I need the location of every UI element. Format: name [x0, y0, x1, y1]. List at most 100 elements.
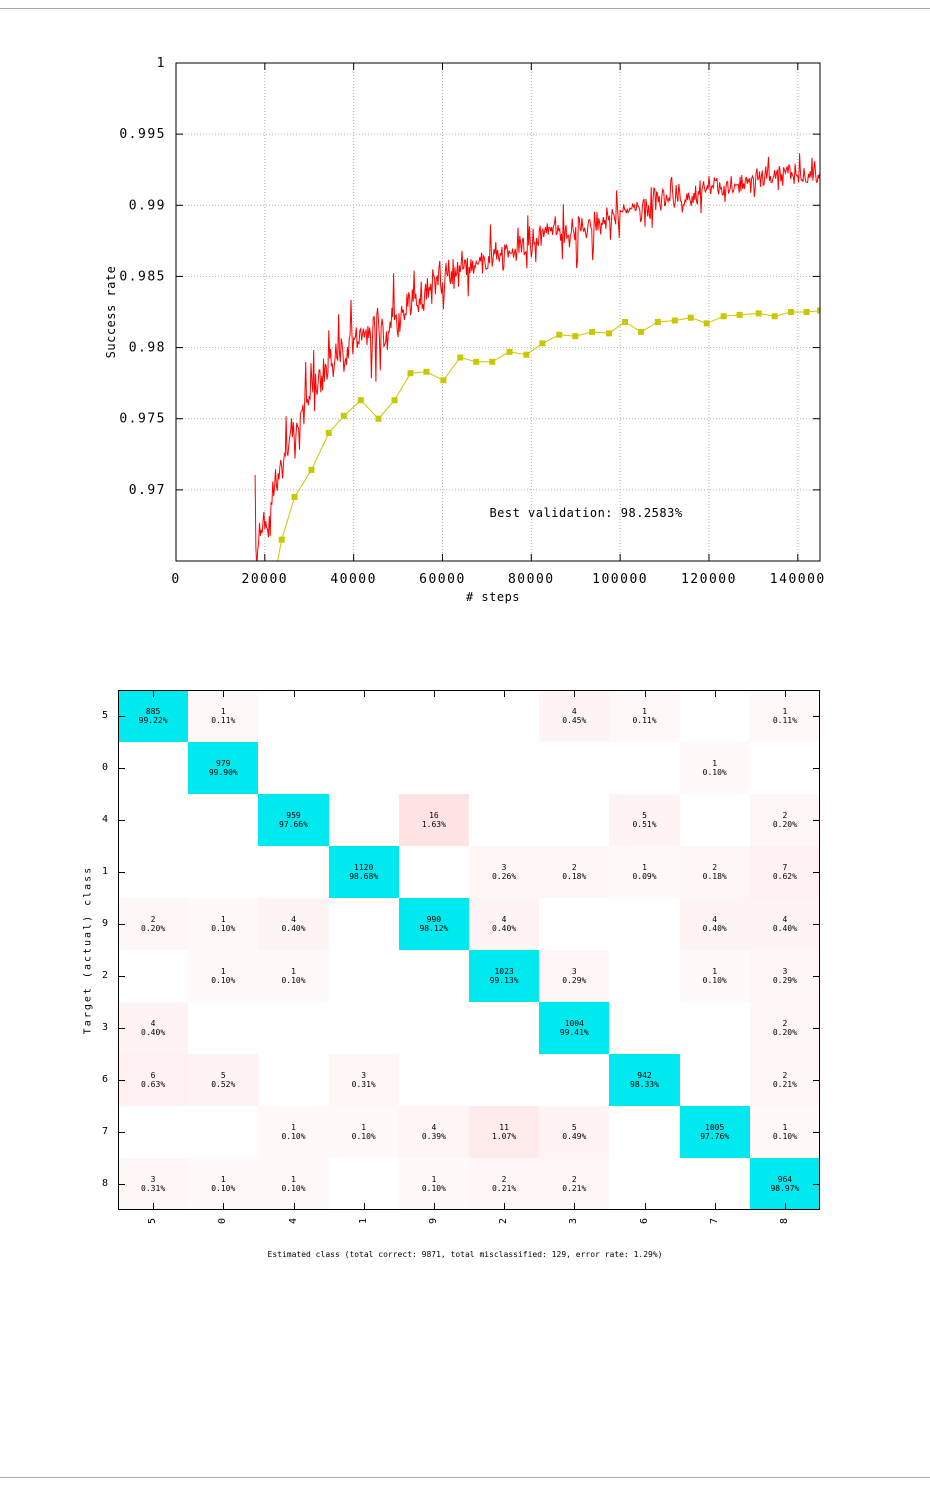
matrix-cell [118, 950, 189, 1002]
matrix-cell: 4 0.40% [258, 898, 329, 950]
validation-marker [589, 328, 596, 335]
validation-marker [671, 317, 678, 324]
cell-count: 1 [361, 1123, 367, 1132]
validation-marker [736, 311, 743, 318]
matrix-x-tick [644, 1203, 646, 1209]
matrix-cell: 3 0.26% [469, 846, 540, 898]
cell-percent: 0.26% [492, 872, 517, 881]
matrix-cell: 4 0.39% [398, 1106, 469, 1158]
matrix-cell [398, 1054, 469, 1106]
y-tick-label: 0.99 [129, 198, 166, 213]
validation-marker [357, 397, 364, 404]
matrix-col-label: 7 [708, 1217, 720, 1225]
matrix-row-label: 7 [101, 1126, 108, 1137]
cell-percent: 0.63% [141, 1080, 166, 1089]
matrix-cell: 1005 97.76% [679, 1106, 750, 1158]
cell-count: 1 [431, 1175, 437, 1184]
matrix-cell: 942 98.33% [609, 1054, 680, 1106]
matrix-cell: 990 98.12% [398, 898, 469, 950]
training-series-line [254, 153, 820, 561]
matrix-cell: 885 99.22% [118, 690, 189, 742]
y-axis-label: Success rate [104, 266, 118, 359]
cell-percent: 0.21% [772, 1080, 797, 1089]
cell-percent: 99.13% [489, 976, 519, 985]
cell-percent: 0.45% [562, 716, 587, 725]
cell-percent: 0.10% [281, 1184, 306, 1193]
matrix-x-tick-mirror [433, 691, 435, 697]
matrix-cell [258, 1054, 329, 1106]
matrix-x-tick-mirror [363, 691, 365, 697]
cell-count: 1 [712, 967, 718, 976]
cell-percent: 0.52% [211, 1080, 236, 1089]
cell-percent: 0.11% [772, 716, 797, 725]
cell-percent: 0.62% [772, 872, 797, 881]
cell-percent: 0.40% [281, 924, 306, 933]
matrix-x-tick [223, 1203, 225, 1209]
matrix-y-tick [119, 716, 125, 717]
matrix-cell: 1 0.10% [679, 742, 750, 794]
cell-count: 5 [220, 1071, 226, 1080]
cell-count: 16 [429, 811, 439, 820]
matrix-y-tick-mirror [813, 716, 819, 717]
matrix-cell [328, 742, 399, 794]
matrix-cell: 3 0.29% [539, 950, 610, 1002]
cell-count: 1 [220, 1175, 226, 1184]
matrix-cell [328, 950, 399, 1002]
cell-count: 11 [499, 1123, 509, 1132]
matrix-cell [749, 742, 820, 794]
cell-count: 3 [361, 1071, 367, 1080]
matrix-cell [539, 794, 610, 846]
matrix-x-tick [504, 1203, 506, 1209]
matrix-cell [469, 1054, 540, 1106]
validation-marker [803, 309, 810, 315]
cell-count: 2 [782, 1019, 788, 1028]
matrix-x-tick-mirror [574, 691, 576, 697]
plot-border [175, 62, 821, 562]
x-axis-label: # steps [466, 590, 520, 604]
matrix-cell [188, 1002, 259, 1054]
cell-count: 3 [782, 967, 788, 976]
matrix-cell: 4 0.40% [749, 898, 820, 950]
matrix-cell: 4 0.40% [679, 898, 750, 950]
training-progress-chart: 0 20000 40000 60000 80000 100000 120000 140000 1… [104, 56, 824, 604]
matrix-cell: 6 0.63% [118, 1054, 189, 1106]
cell-count: 4 [712, 915, 718, 924]
matrix-cell [258, 1002, 329, 1054]
matrix-y-tick [119, 1132, 125, 1133]
cell-count: 4 [150, 1019, 156, 1028]
matrix-y-tick-mirror [813, 872, 819, 873]
validation-marker [771, 313, 778, 320]
matrix-cell [679, 1002, 750, 1054]
y-tick-label: 0.975 [119, 412, 166, 427]
matrix-y-tick [119, 1028, 125, 1029]
matrix-cell [328, 1158, 399, 1210]
cell-percent: 0.10% [772, 1132, 797, 1141]
validation-marker [539, 340, 546, 347]
cell-count: 4 [431, 1123, 437, 1132]
validation-marker [788, 309, 795, 315]
matrix-cell: 2 0.21% [749, 1054, 820, 1106]
cell-count: 979 [216, 759, 231, 768]
cell-count: 1 [291, 967, 296, 976]
matrix-cell [118, 846, 189, 898]
cell-count: 4 [782, 915, 788, 924]
matrix-cell [609, 950, 680, 1002]
matrix-cell: 2 0.20% [749, 1002, 820, 1054]
matrix-cell [118, 794, 189, 846]
matrix-cell: 5 0.52% [188, 1054, 259, 1106]
matrix-cell [258, 742, 329, 794]
matrix-row-label: 3 [101, 1022, 108, 1033]
matrix-cell [469, 794, 540, 846]
cell-percent: 0.51% [632, 820, 657, 829]
matrix-x-tick [433, 1203, 435, 1209]
matrix-cell: 1 0.10% [398, 1158, 469, 1210]
matrix-cell [679, 690, 750, 742]
matrix-cell: 4 0.45% [539, 690, 610, 742]
cell-count: 1004 [564, 1019, 584, 1028]
matrix-x-tick [784, 1203, 786, 1209]
matrix-x-tick-mirror [784, 691, 786, 697]
matrix-row-label: 8 [101, 1178, 108, 1189]
cell-count: 1 [782, 707, 788, 716]
validation-marker [606, 330, 613, 337]
